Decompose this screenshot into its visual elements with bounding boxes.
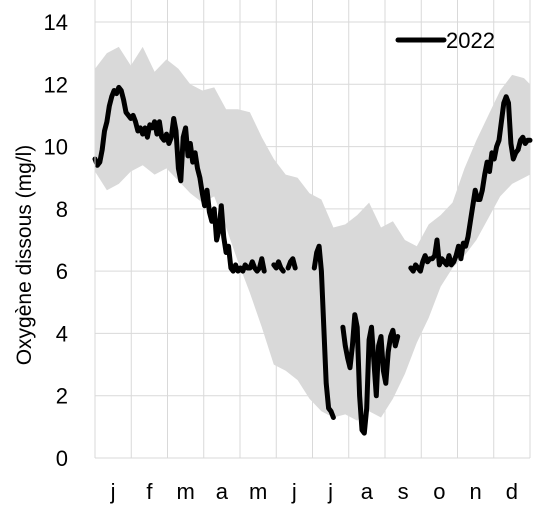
x-tick-label: a (361, 479, 374, 504)
x-tick-label: j (327, 479, 333, 504)
y-tick-label: 12 (44, 72, 68, 97)
x-tick-label: n (470, 479, 482, 504)
y-tick-label: 8 (56, 197, 68, 222)
series-line-segment (340, 312, 401, 436)
x-tick-label: a (216, 479, 229, 504)
y-tick-label: 0 (56, 446, 68, 471)
legend-label-2022: 2022 (446, 28, 495, 53)
series-line-segment (311, 243, 336, 420)
x-tick-label: s (398, 479, 409, 504)
series-line-segment (271, 259, 286, 274)
series-line-segment (285, 256, 298, 271)
x-tick-label: f (146, 479, 153, 504)
y-axis-ticks: 0 2 4 6 8 10 12 14 (44, 10, 68, 471)
x-tick-label: j (110, 479, 116, 504)
x-tick-label: m (249, 479, 267, 504)
legend: 2022 (395, 28, 495, 53)
y-tick-label: 2 (56, 384, 68, 409)
series-line-segment (92, 84, 267, 274)
y-axis-title: Oxygène dissous (mg/l) (13, 145, 36, 366)
series-2022 (92, 84, 533, 436)
y-tick-label: 4 (56, 321, 68, 346)
y-tick-label: 14 (44, 10, 68, 35)
x-tick-label: d (506, 479, 518, 504)
y-tick-label: 10 (44, 135, 68, 160)
y-tick-label: 6 (56, 259, 68, 284)
series-line-segment (408, 94, 533, 274)
x-tick-label: j (291, 479, 297, 504)
historical-range-band (95, 46, 530, 421)
x-tick-label: m (176, 479, 194, 504)
x-tick-label: o (433, 479, 445, 504)
